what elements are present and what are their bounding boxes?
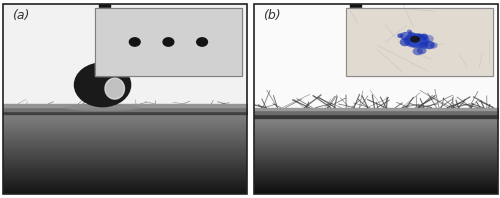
Circle shape bbox=[398, 33, 404, 38]
Polygon shape bbox=[346, 8, 492, 76]
Circle shape bbox=[416, 34, 422, 39]
Circle shape bbox=[408, 31, 412, 35]
Bar bbox=[346, 8, 492, 76]
Circle shape bbox=[412, 47, 423, 55]
Ellipse shape bbox=[405, 34, 428, 48]
Text: (a): (a) bbox=[12, 9, 29, 22]
Text: (b): (b) bbox=[264, 9, 281, 22]
Circle shape bbox=[407, 30, 412, 33]
Circle shape bbox=[410, 32, 416, 37]
Circle shape bbox=[424, 35, 434, 43]
Bar bbox=[95, 8, 242, 76]
Circle shape bbox=[400, 32, 410, 40]
Ellipse shape bbox=[54, 107, 151, 114]
Circle shape bbox=[163, 38, 174, 46]
Circle shape bbox=[430, 42, 438, 49]
Circle shape bbox=[400, 38, 410, 46]
Circle shape bbox=[424, 41, 434, 49]
Polygon shape bbox=[95, 8, 242, 76]
Ellipse shape bbox=[74, 63, 130, 107]
Circle shape bbox=[196, 38, 207, 46]
Ellipse shape bbox=[406, 34, 426, 47]
Circle shape bbox=[420, 42, 428, 49]
Circle shape bbox=[417, 47, 426, 54]
Circle shape bbox=[130, 38, 140, 46]
Circle shape bbox=[420, 33, 428, 40]
Ellipse shape bbox=[404, 33, 429, 48]
Ellipse shape bbox=[410, 36, 420, 43]
Ellipse shape bbox=[66, 105, 139, 110]
Ellipse shape bbox=[105, 78, 124, 99]
